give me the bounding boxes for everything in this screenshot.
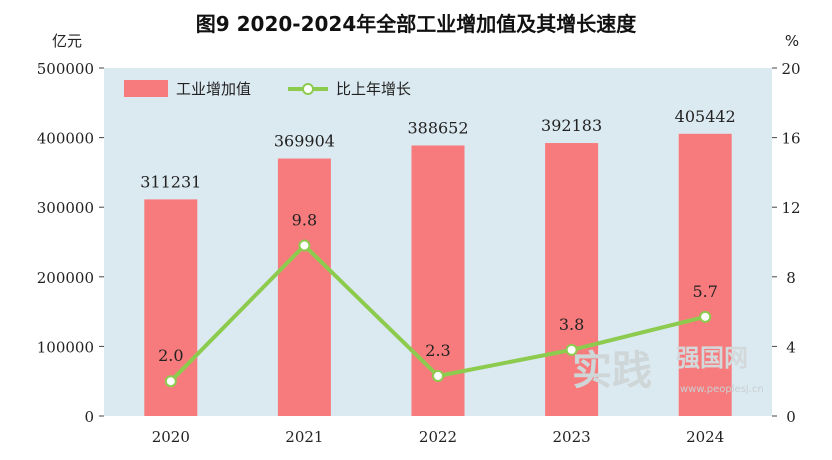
- left-tick-label: 0: [84, 408, 94, 426]
- right-axis-ticks: 0 4 8 12 16 20: [772, 60, 801, 426]
- growth-point-2023: [565, 343, 578, 356]
- watermark-sub: 强国网: [676, 344, 748, 372]
- legend-line-label: 比上年增长: [336, 80, 411, 98]
- growth-value-label: 3.8: [559, 315, 584, 334]
- growth-value-label: 5.7: [692, 282, 717, 301]
- legend-bar-label: 工业增加值: [176, 80, 251, 98]
- x-axis-ticks: 2020 2021 2022 2023 2024: [152, 428, 725, 446]
- legend: 工业增加值 比上年增长: [124, 80, 411, 98]
- watermark-main: 实践: [572, 347, 652, 394]
- legend-bar-swatch: [124, 80, 168, 97]
- right-tick-label: 16: [781, 130, 800, 148]
- bar-value-label: 311231: [140, 172, 201, 191]
- growth-point-2024: [699, 310, 712, 323]
- growth-value-label: 9.8: [292, 210, 317, 229]
- left-axis-unit: 亿元: [52, 32, 82, 50]
- growth-point-2022: [432, 369, 444, 382]
- legend-line-marker: [302, 83, 314, 95]
- left-tick-label: 200000: [37, 269, 94, 287]
- growth-line-layer: [164, 239, 712, 388]
- left-tick-label: 500000: [37, 60, 94, 78]
- growth-point-2020: [164, 375, 177, 388]
- watermark: 实践 强国网 www.peoplesj.cn: [572, 344, 764, 395]
- chart-title: 图9 2020-2024年全部工业增加值及其增长速度: [196, 12, 638, 36]
- right-tick-label: 0: [786, 408, 796, 426]
- left-tick-label: 400000: [37, 130, 94, 148]
- growth-value-label: 2.3: [425, 341, 450, 360]
- x-tick-label: 2024: [686, 428, 724, 446]
- growth-labels: 2.0 9.8 2.3 3.8 5.7: [158, 210, 718, 365]
- right-axis-unit: %: [785, 32, 799, 50]
- x-tick-label: 2022: [419, 428, 457, 446]
- right-tick-label: 20: [781, 60, 800, 78]
- x-tick-label: 2023: [553, 428, 591, 446]
- x-tick-label: 2020: [152, 428, 190, 446]
- growth-point-2021: [298, 239, 311, 252]
- watermark-url: www.peoplesj.cn: [680, 384, 764, 395]
- right-tick-label: 8: [786, 269, 796, 287]
- right-tick-label: 4: [786, 338, 796, 356]
- growth-value-label: 2.0: [158, 346, 183, 365]
- right-tick-label: 12: [781, 199, 800, 217]
- bar-2021: [277, 158, 331, 416]
- left-tick-label: 100000: [37, 338, 94, 356]
- bar-value-label: 388652: [407, 118, 468, 137]
- bar-value-label: 405442: [675, 107, 736, 126]
- bar-value-label: 369904: [274, 132, 335, 151]
- left-axis-ticks: 0 100000 200000 300000 400000 500000: [37, 60, 104, 426]
- bar-2023: [545, 143, 599, 416]
- x-tick-label: 2021: [285, 428, 323, 446]
- left-tick-label: 300000: [37, 199, 94, 217]
- bar-2024: [678, 133, 732, 416]
- bar-value-label: 392183: [541, 116, 602, 135]
- bar-labels: 311231 369904 388652 392183 405442: [140, 107, 735, 192]
